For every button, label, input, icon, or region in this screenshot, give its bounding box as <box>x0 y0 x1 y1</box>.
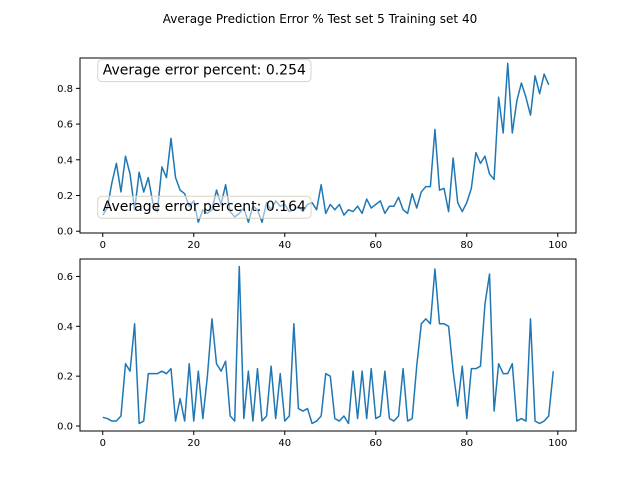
y-tick-label: 0.0 <box>57 227 73 238</box>
x-tick-label: 100 <box>548 438 567 449</box>
x-tick-label: 0 <box>100 438 106 449</box>
series-line-2 <box>102 265 554 425</box>
x-tick-label: 20 <box>187 438 200 449</box>
x-tick-label: 40 <box>278 438 291 449</box>
y-tick-label: 0.2 <box>57 372 73 383</box>
x-tick-label: 80 <box>460 240 473 251</box>
axes-frame <box>79 258 577 432</box>
x-tick-label: 100 <box>548 240 567 251</box>
bottom-subplot: 0 20 40 60 80 100 0.0 0.2 0.4 0.6 <box>57 258 577 449</box>
x-tick-label: 80 <box>460 438 473 449</box>
annotation-box <box>97 195 312 219</box>
y-tick-label: 0.2 <box>57 191 73 202</box>
x-tick-label: 20 <box>187 240 200 251</box>
y-tick-label: 0.0 <box>57 422 73 433</box>
x-tick-label: 0 <box>100 240 106 251</box>
x-tick-label: 60 <box>369 438 382 449</box>
annotation-box <box>97 59 312 83</box>
figure-title: Average Prediction Error % Test set 5 Tr… <box>163 12 477 26</box>
x-tick-label: 60 <box>369 240 382 251</box>
annotation-text: Average error percent: 0.254 <box>103 63 306 79</box>
y-tick-label: 0.4 <box>57 322 73 333</box>
series-line-1 <box>102 62 550 224</box>
axes-frame <box>79 57 577 234</box>
top-subplot: 0 20 40 60 80 100 0.0 0.2 0.4 0.6 0.8 Average error… <box>57 57 577 251</box>
y-tick-label: 0.6 <box>57 120 73 131</box>
y-tick-label: 0.4 <box>57 155 73 166</box>
y-tick-label: 0.8 <box>57 84 73 95</box>
y-tick-label: 0.6 <box>57 272 73 283</box>
x-tick-label: 40 <box>278 240 291 251</box>
annotation-text: Average error percent: 0.164 <box>103 199 306 215</box>
